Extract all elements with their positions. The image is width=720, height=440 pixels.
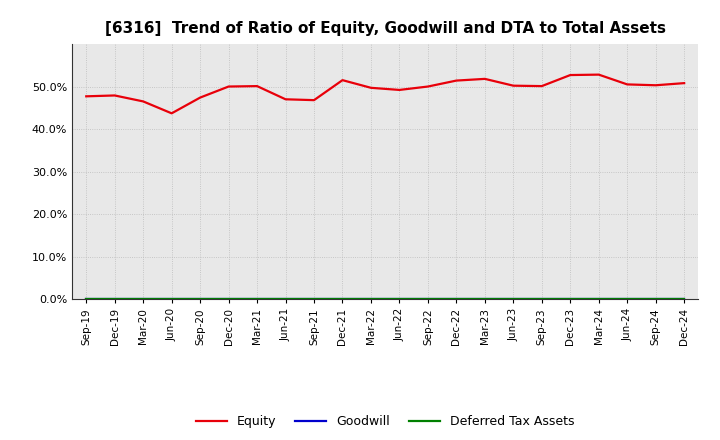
Goodwill	[509, 297, 518, 302]
Deferred Tax Assets	[253, 297, 261, 302]
Equity	[595, 72, 603, 77]
Deferred Tax Assets	[566, 297, 575, 302]
Equity	[253, 84, 261, 89]
Goodwill	[566, 297, 575, 302]
Deferred Tax Assets	[366, 297, 375, 302]
Deferred Tax Assets	[623, 297, 631, 302]
Equity	[509, 83, 518, 88]
Goodwill	[110, 297, 119, 302]
Goodwill	[652, 297, 660, 302]
Equity	[225, 84, 233, 89]
Deferred Tax Assets	[395, 297, 404, 302]
Deferred Tax Assets	[82, 297, 91, 302]
Goodwill	[623, 297, 631, 302]
Deferred Tax Assets	[680, 297, 688, 302]
Line: Equity: Equity	[86, 75, 684, 114]
Goodwill	[82, 297, 91, 302]
Deferred Tax Assets	[338, 297, 347, 302]
Equity	[623, 82, 631, 87]
Equity	[480, 76, 489, 81]
Deferred Tax Assets	[452, 297, 461, 302]
Equity	[139, 99, 148, 104]
Goodwill	[167, 297, 176, 302]
Equity	[423, 84, 432, 89]
Goodwill	[537, 297, 546, 302]
Goodwill	[680, 297, 688, 302]
Deferred Tax Assets	[480, 297, 489, 302]
Deferred Tax Assets	[509, 297, 518, 302]
Equity	[310, 98, 318, 103]
Deferred Tax Assets	[652, 297, 660, 302]
Title: [6316]  Trend of Ratio of Equity, Goodwill and DTA to Total Assets: [6316] Trend of Ratio of Equity, Goodwil…	[104, 21, 666, 36]
Deferred Tax Assets	[595, 297, 603, 302]
Goodwill	[423, 297, 432, 302]
Equity	[395, 87, 404, 92]
Goodwill	[310, 297, 318, 302]
Equity	[680, 81, 688, 86]
Goodwill	[253, 297, 261, 302]
Equity	[366, 85, 375, 91]
Equity	[196, 95, 204, 100]
Goodwill	[595, 297, 603, 302]
Deferred Tax Assets	[282, 297, 290, 302]
Equity	[167, 111, 176, 116]
Equity	[566, 73, 575, 78]
Equity	[537, 84, 546, 89]
Deferred Tax Assets	[537, 297, 546, 302]
Equity	[110, 93, 119, 98]
Deferred Tax Assets	[196, 297, 204, 302]
Goodwill	[139, 297, 148, 302]
Deferred Tax Assets	[167, 297, 176, 302]
Equity	[452, 78, 461, 83]
Goodwill	[338, 297, 347, 302]
Deferred Tax Assets	[139, 297, 148, 302]
Equity	[282, 97, 290, 102]
Goodwill	[282, 297, 290, 302]
Deferred Tax Assets	[423, 297, 432, 302]
Goodwill	[366, 297, 375, 302]
Goodwill	[480, 297, 489, 302]
Goodwill	[452, 297, 461, 302]
Deferred Tax Assets	[310, 297, 318, 302]
Deferred Tax Assets	[225, 297, 233, 302]
Equity	[338, 77, 347, 83]
Equity	[82, 94, 91, 99]
Legend: Equity, Goodwill, Deferred Tax Assets: Equity, Goodwill, Deferred Tax Assets	[191, 411, 580, 433]
Goodwill	[225, 297, 233, 302]
Goodwill	[395, 297, 404, 302]
Equity	[652, 83, 660, 88]
Deferred Tax Assets	[110, 297, 119, 302]
Goodwill	[196, 297, 204, 302]
